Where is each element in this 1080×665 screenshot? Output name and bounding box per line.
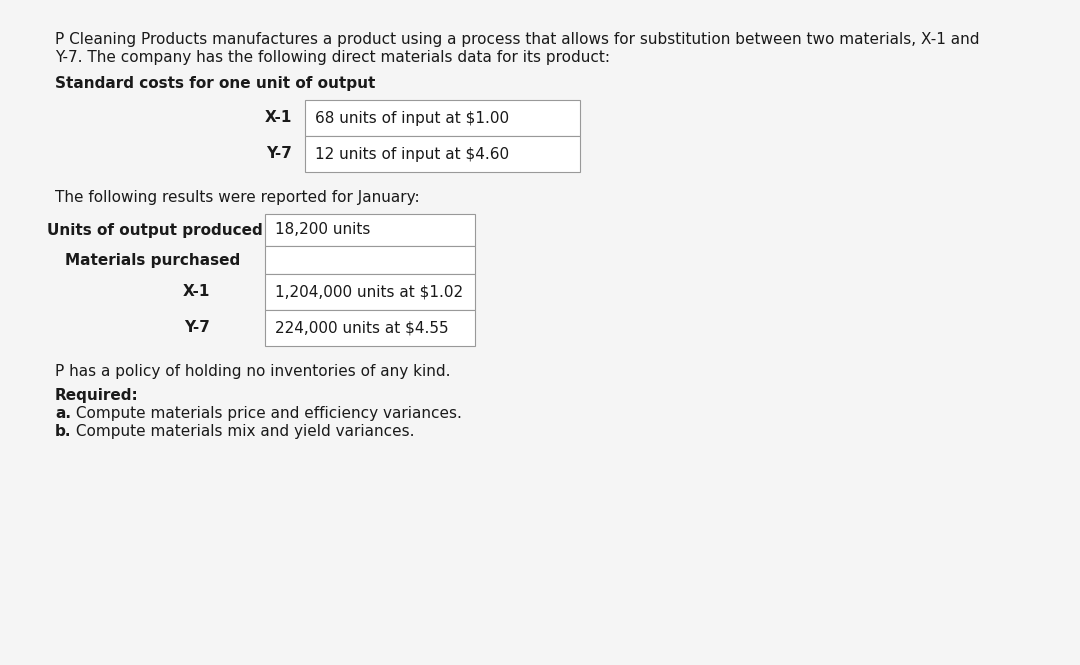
Text: Required:: Required: [55,388,138,403]
Text: 12 units of input at $4.60: 12 units of input at $4.60 [315,146,509,162]
Bar [305,100,580,136]
Text: 1,204,000 units at $1.02: 1,204,000 units at $1.02 [275,285,463,299]
Text: Y-7. The company has the following direct materials data for its product:: Y-7. The company has the following direc… [55,50,610,65]
Text: X-1: X-1 [265,110,292,126]
Text: 18,200 units: 18,200 units [275,223,370,237]
Text: Y-7: Y-7 [266,146,292,162]
Text: P Cleaning Products manufactures a product using a process that allows for subst: P Cleaning Products manufactures a produ… [55,32,980,47]
Text: Materials purchased: Materials purchased [65,253,240,267]
Text: 68 units of input at $1.00: 68 units of input at $1.00 [315,110,509,126]
Text: Y-7: Y-7 [184,321,210,336]
Text: b.: b. [55,424,71,439]
Text: X-1: X-1 [183,285,210,299]
Text: Units of output produced: Units of output produced [48,223,264,237]
Text: Compute materials mix and yield variances.: Compute materials mix and yield variance… [71,424,415,439]
Bar [305,136,580,172]
Bar [265,246,475,274]
Text: P has a policy of holding no inventories of any kind.: P has a policy of holding no inventories… [55,364,450,379]
Bar [265,214,475,246]
Bar [265,310,475,346]
Bar [265,274,475,310]
Text: The following results were reported for January:: The following results were reported for … [55,190,420,205]
Text: 224,000 units at $4.55: 224,000 units at $4.55 [275,321,448,336]
Text: a.: a. [55,406,71,421]
Text: Standard costs for one unit of output: Standard costs for one unit of output [55,76,376,91]
Text: Compute materials price and efficiency variances.: Compute materials price and efficiency v… [71,406,462,421]
